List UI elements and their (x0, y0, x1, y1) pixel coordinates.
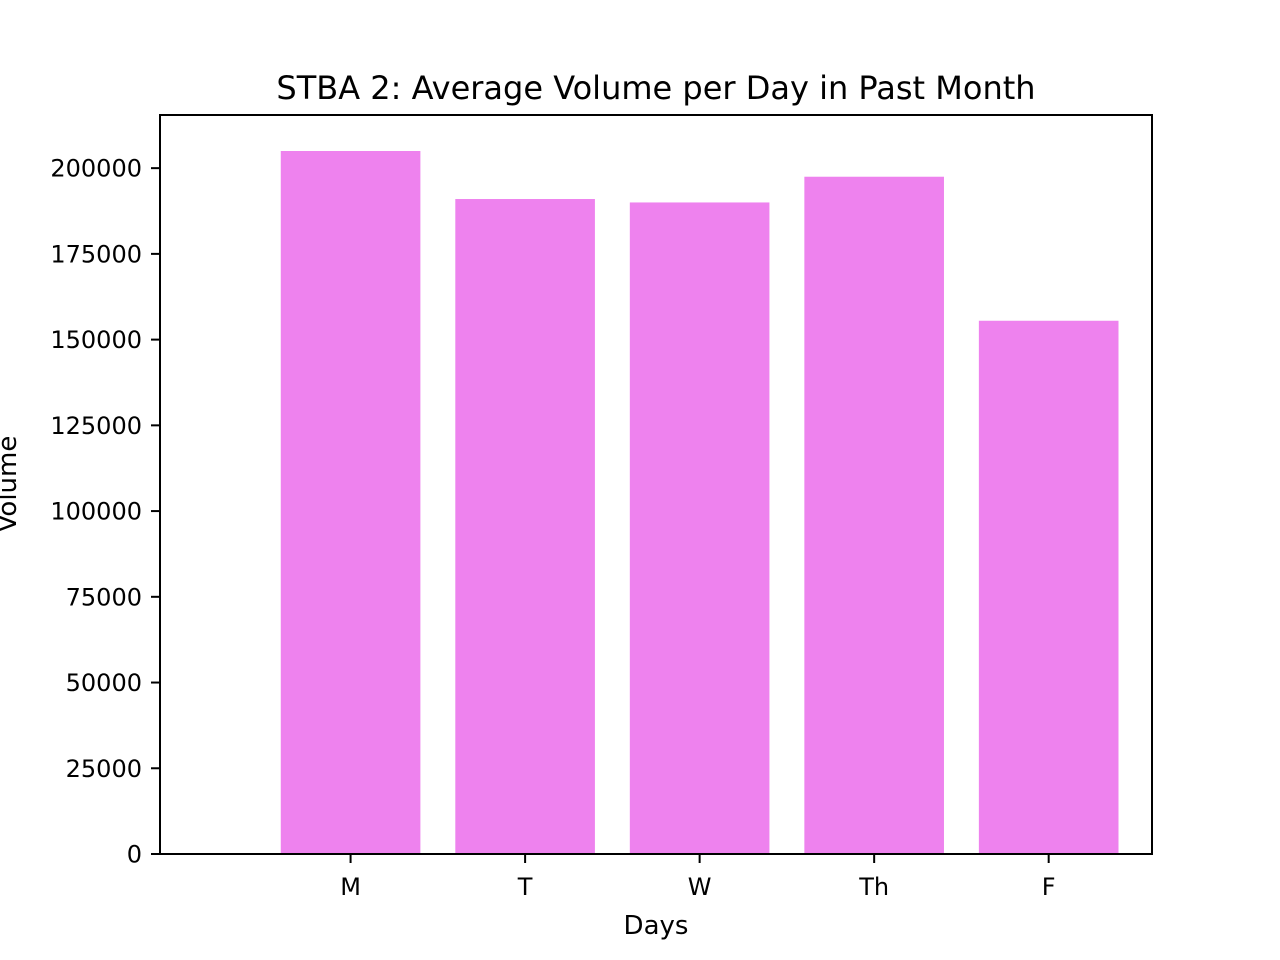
y-axis-label: Volume (0, 436, 23, 533)
bar-t (455, 199, 595, 854)
y-axis-ticks: 0 25000 50000 75000 100000 125000 150000 175000… (50, 155, 160, 869)
x-tick-label: F (1042, 873, 1056, 901)
bars-group (280, 151, 1119, 855)
y-tick-label: 200000 (50, 155, 142, 183)
y-tick-label: 175000 (50, 240, 142, 268)
chart-title: STBA 2: Average Volume per Day in Past M… (276, 69, 1035, 107)
y-tick-label: 0 (127, 841, 142, 869)
bar-th (804, 176, 944, 855)
x-axis-label: Days (624, 911, 689, 941)
y-tick-label: 75000 (66, 583, 142, 611)
bar-w (629, 202, 770, 854)
bar-f (978, 320, 1119, 854)
y-tick-label: 25000 (66, 755, 142, 783)
x-tick-label: Th (858, 873, 889, 901)
x-tick-label: W (688, 873, 712, 901)
plot-area-frame (159, 114, 1153, 855)
y-tick-label: 125000 (50, 412, 142, 440)
y-tick-label: 100000 (50, 498, 142, 526)
x-axis-ticks: M T W Th F (340, 854, 1056, 901)
x-tick-label: T (517, 873, 533, 901)
x-tick-label: M (340, 873, 361, 901)
bar-m (280, 151, 421, 854)
y-tick-label: 50000 (66, 669, 142, 697)
y-tick-label: 150000 (50, 326, 142, 354)
